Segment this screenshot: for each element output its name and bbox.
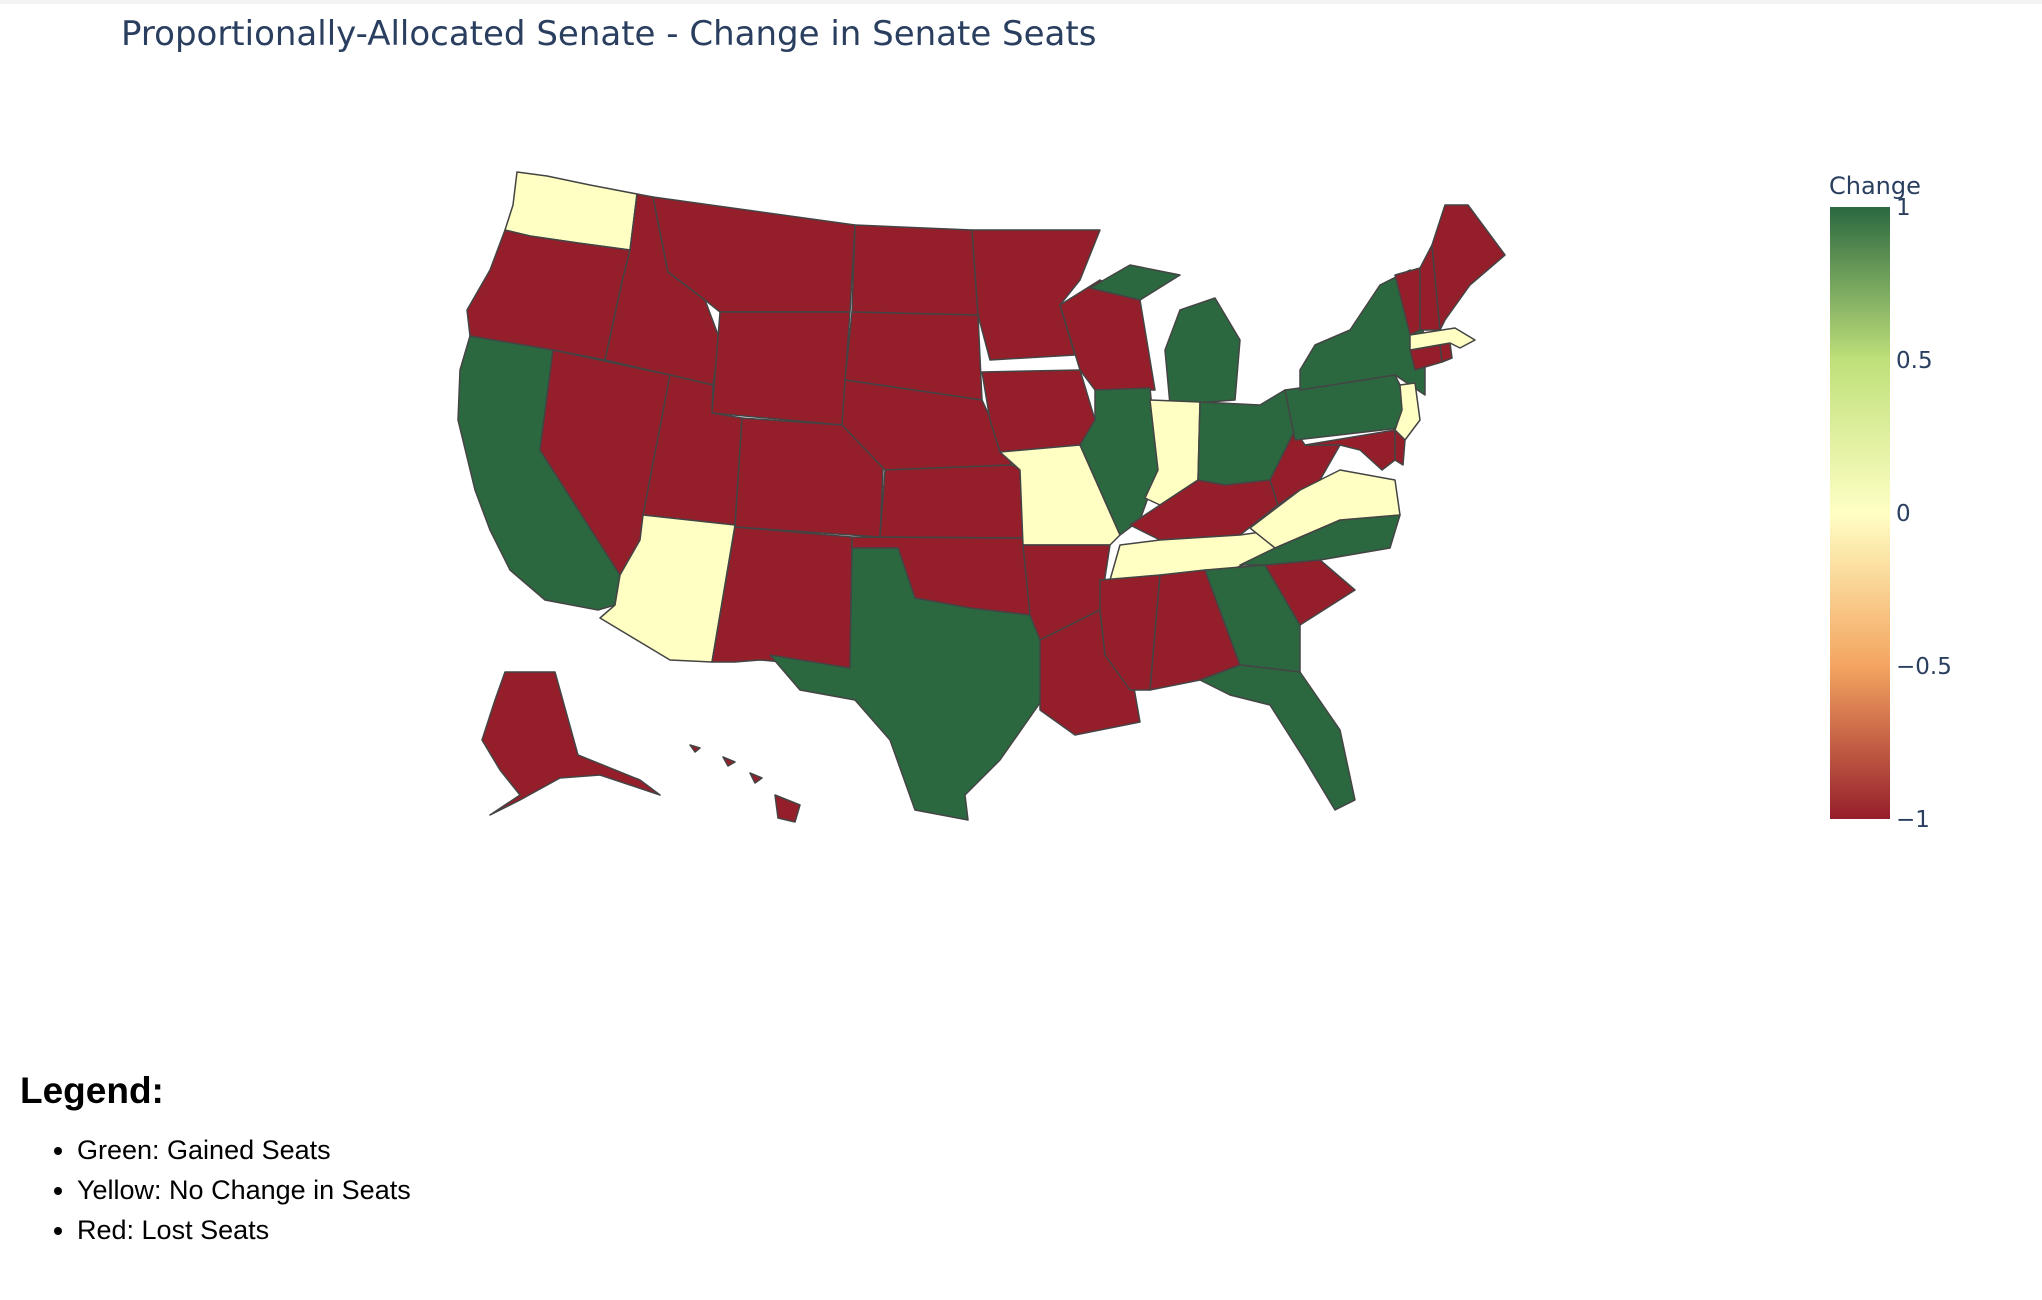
state-ks[interactable] <box>879 464 1026 539</box>
colorbar: Change 1 0.5 0 −0.5 −1 <box>1829 172 1952 833</box>
colorbar-tick-label: 0 <box>1896 501 1911 527</box>
colorbar-tick-label: 1 <box>1896 195 1911 221</box>
legend: Legend: Green: Gained Seats Yellow: No C… <box>20 1070 411 1250</box>
state-wy[interactable] <box>711 311 851 426</box>
legend-item-gained: Green: Gained Seats <box>77 1130 411 1170</box>
state-hi[interactable] <box>689 744 801 823</box>
state-fl[interactable] <box>1199 664 1356 811</box>
legend-item-no-change: Yellow: No Change in Seats <box>77 1170 411 1210</box>
state-tx[interactable] <box>769 547 1043 821</box>
state-ma[interactable] <box>1409 327 1476 351</box>
state-mi[interactable] <box>1089 264 1241 406</box>
colorbar-tick-label: 0.5 <box>1896 348 1933 374</box>
state-nd[interactable] <box>851 224 979 316</box>
state-nm[interactable] <box>711 526 853 669</box>
state-ga[interactable] <box>1204 564 1301 673</box>
state-co[interactable] <box>734 417 886 538</box>
state-me[interactable] <box>1431 204 1506 331</box>
top-bar <box>0 0 2042 4</box>
page-title: Proportionally-Allocated Senate - Change… <box>121 14 1097 54</box>
state-wi[interactable] <box>1059 279 1156 391</box>
state-ri[interactable] <box>1439 342 1453 363</box>
legend-heading: Legend: <box>20 1070 164 1111</box>
state-shapes <box>457 171 1506 823</box>
legend-list: Green: Gained Seats Yellow: No Change in… <box>20 1130 411 1250</box>
colorbar-title: Change <box>1829 172 1921 200</box>
state-ia[interactable] <box>981 369 1096 453</box>
colorbar-tick-label: −0.5 <box>1896 654 1952 680</box>
colorbar-gradient <box>1830 207 1890 819</box>
state-de[interactable] <box>1394 429 1406 466</box>
legend-item-lost: Red: Lost Seats <box>77 1210 411 1250</box>
colorbar-tick-label: −1 <box>1896 807 1930 833</box>
state-ak[interactable] <box>481 671 661 816</box>
